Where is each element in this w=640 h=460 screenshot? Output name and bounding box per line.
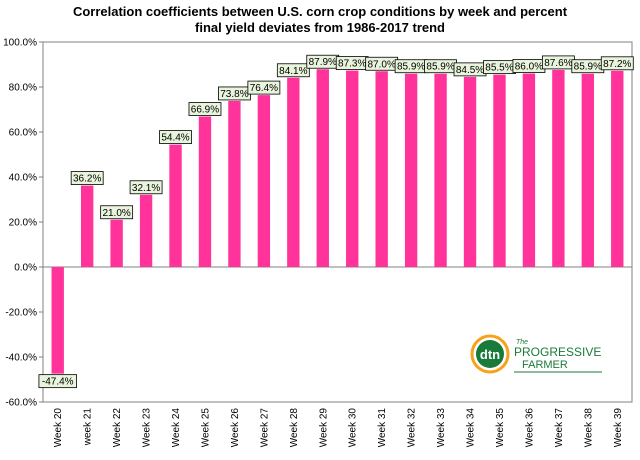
bar — [493, 74, 506, 267]
data-label-box — [100, 205, 134, 220]
logo-word-progressive: PROGRESSIVE — [514, 345, 601, 359]
data-label: 85.5% — [485, 63, 513, 74]
data-label: 66.9% — [191, 104, 219, 115]
bar — [80, 185, 94, 267]
x-tick-label: Week 26 — [230, 408, 241, 448]
bar — [611, 70, 624, 267]
logo-word-the: The — [516, 339, 528, 346]
x-tick-label: Week 25 — [200, 408, 211, 448]
data-label-box — [38, 374, 77, 389]
data-label-box — [188, 102, 222, 116]
data-label: 21.0% — [102, 208, 130, 219]
y-tick-label: 80.0% — [9, 83, 37, 94]
data-label: 36.2% — [73, 174, 101, 185]
data-label-box — [70, 171, 104, 185]
data-label-box — [159, 130, 192, 145]
data-label: 84.1% — [279, 66, 307, 77]
y-tick-label: 0.0% — [14, 263, 37, 274]
data-label: 87.9% — [309, 57, 337, 68]
bar — [257, 95, 271, 267]
bar — [522, 73, 536, 267]
data-label: 85.9% — [574, 62, 602, 73]
logo-mark-text: dtn — [480, 347, 500, 362]
bar — [581, 73, 595, 267]
bar — [346, 70, 359, 267]
x-tick-label: Week 22 — [112, 408, 123, 448]
x-tick-label: Week 37 — [554, 408, 565, 448]
y-tick-label: -60.0% — [5, 398, 37, 409]
data-label-box — [247, 80, 281, 95]
logo-word-farmer: FARMER — [522, 359, 568, 371]
bar — [110, 219, 123, 267]
data-label: 87.3% — [338, 59, 366, 70]
chart-title-line-1: Correlation coefficients between U.S. co… — [72, 4, 568, 19]
x-tick-label: Week 29 — [318, 408, 329, 448]
logo-disc-icon — [476, 340, 504, 368]
data-label: 85.9% — [426, 62, 454, 73]
bar — [316, 69, 329, 267]
bar — [169, 144, 182, 267]
x-tick-label: Week 35 — [495, 408, 506, 448]
data-label-box — [129, 180, 163, 195]
data-label: 32.1% — [132, 183, 160, 194]
y-tick-label: -20.0% — [5, 308, 37, 319]
bar — [463, 76, 477, 267]
bar — [139, 194, 153, 267]
data-label: 76.4% — [250, 83, 278, 94]
bar — [228, 100, 241, 267]
y-tick-label: -40.0% — [5, 353, 37, 364]
chart-title-line-2: final yield deviates from 1986-2017 tren… — [195, 20, 445, 35]
data-label: -47.4% — [42, 377, 74, 388]
x-tick-label: week 21 — [83, 408, 94, 447]
y-tick-label: 20.0% — [9, 218, 37, 229]
bar — [287, 77, 300, 268]
x-tick-label: Week 30 — [348, 408, 359, 448]
bar — [375, 71, 388, 267]
data-label: 84.5% — [456, 65, 484, 76]
x-tick-label: Week 27 — [259, 408, 270, 448]
data-label: 73.8% — [220, 89, 248, 100]
y-tick-label: 100.0% — [3, 38, 37, 49]
bar — [198, 116, 212, 267]
y-tick-label: 60.0% — [9, 128, 37, 139]
data-label-box — [600, 56, 634, 71]
x-tick-label: Week 33 — [436, 408, 447, 448]
x-tick-label: Week 32 — [407, 408, 418, 448]
x-tick-label: Week 28 — [289, 408, 300, 448]
data-label: 87.0% — [367, 59, 395, 70]
data-label: 86.0% — [515, 62, 543, 73]
data-label: 54.4% — [161, 133, 189, 144]
x-tick-label: Week 20 — [53, 408, 64, 448]
data-label-box — [276, 63, 310, 78]
bar — [552, 69, 565, 268]
x-tick-label: Week 24 — [171, 408, 182, 448]
y-tick-label: 40.0% — [9, 173, 37, 184]
bar — [404, 73, 418, 267]
x-tick-label: Week 31 — [377, 408, 388, 448]
x-tick-label: Week 39 — [613, 408, 624, 448]
dtn-progressive-farmer-logo: dtn The PROGRESSIVE FARMER — [470, 334, 602, 374]
x-tick-label: Week 34 — [466, 408, 477, 448]
x-tick-label: Week 36 — [524, 408, 535, 448]
bar — [434, 73, 447, 267]
x-tick-label: Week 38 — [583, 408, 594, 448]
x-tick-label: Week 23 — [142, 408, 153, 448]
data-label: 87.2% — [603, 59, 631, 70]
bar — [51, 267, 64, 374]
data-label: 85.9% — [397, 62, 425, 73]
data-label: 87.6% — [544, 58, 572, 69]
